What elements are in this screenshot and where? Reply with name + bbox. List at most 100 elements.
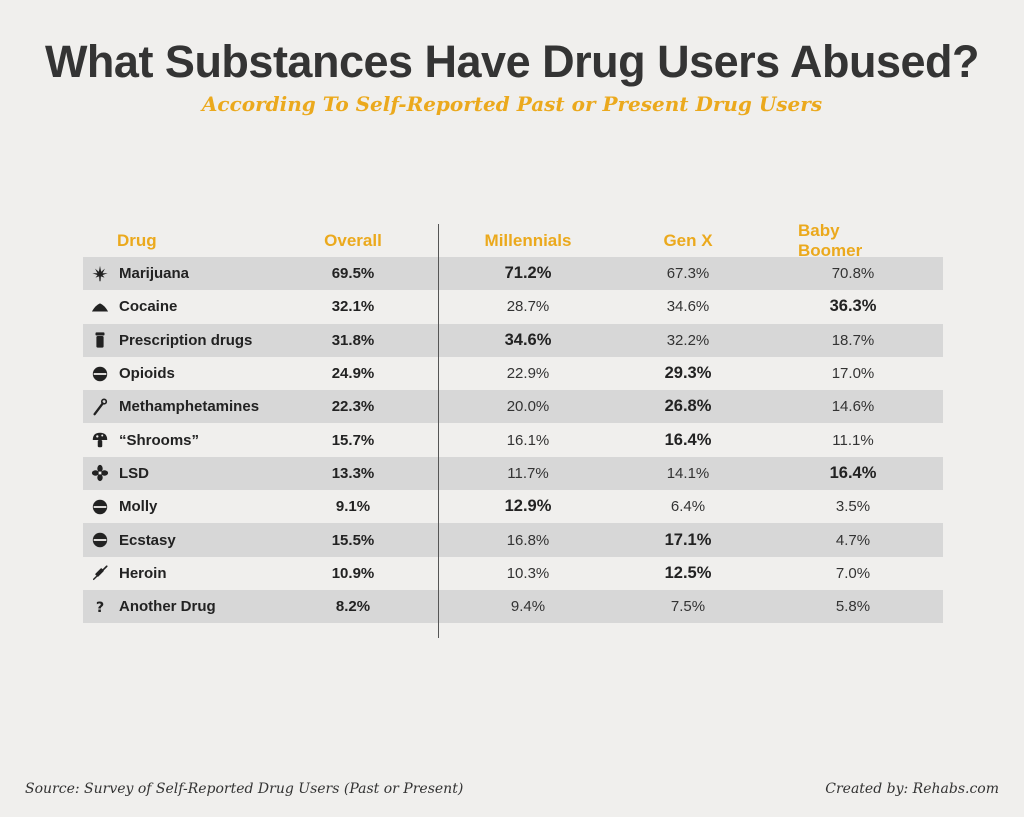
- drug-cell: Molly: [89, 490, 309, 523]
- baby-boomer-value: 3.5%: [835, 498, 871, 516]
- source-note: Source: Survey of Self-Reported Drug Use…: [25, 781, 464, 797]
- table-row: Heroin 10.9% 10.3% 12.5% 7.0%: [83, 557, 943, 590]
- data-table: Drug Overall Millennials Gen X Baby Boom…: [83, 220, 943, 624]
- drug-cell: Prescription drugs: [89, 324, 309, 357]
- page-subtitle: According To Self-Reported Past or Prese…: [201, 92, 823, 116]
- table-row: Opioids 24.9% 22.9% 29.3% 17.0%: [83, 357, 943, 390]
- drug-name: LSD: [119, 464, 149, 482]
- overall-value: 13.3%: [331, 464, 375, 482]
- genx-value: 17.1%: [664, 530, 712, 549]
- drug-name: Prescription drugs: [119, 331, 253, 349]
- header-overall: Overall: [324, 230, 382, 250]
- blotter-icon: [89, 463, 111, 483]
- drug-name: Cocaine: [119, 298, 178, 316]
- drug-name: Heroin: [119, 564, 167, 582]
- table-row: Prescription drugs 31.8% 34.6% 32.2% 18.7%: [83, 323, 943, 357]
- drug-cell: Heroin: [89, 557, 309, 590]
- table-row: LSD 13.3% 11.7% 14.1% 16.4%: [83, 456, 943, 491]
- overall-value: 24.9%: [331, 365, 375, 383]
- drug-name: Methamphetamines: [119, 398, 260, 416]
- table-body: Marijuana 69.5% 71.2% 67.3% 70.8% Cocaine 32.1…: [83, 257, 943, 624]
- pipe-icon: [89, 397, 111, 417]
- syringe-icon: [89, 563, 111, 583]
- table-row: Cocaine 32.1% 28.7% 34.6% 36.3%: [83, 290, 943, 323]
- overall-value: 31.8%: [331, 331, 375, 349]
- baby-boomer-value: 5.8%: [835, 598, 871, 616]
- header-millennials: Millennials: [484, 230, 572, 250]
- genx-value: 12.5%: [664, 563, 712, 582]
- drug-cell: Cocaine: [89, 290, 309, 323]
- baby-boomer-value: 11.1%: [832, 431, 874, 449]
- millennials-value: 12.9%: [504, 497, 552, 516]
- overall-value: 8.2%: [335, 598, 371, 616]
- powder-pile-icon: [89, 297, 111, 317]
- drug-name: Opioids: [119, 365, 175, 383]
- table-row: Marijuana 69.5% 71.2% 67.3% 70.8%: [83, 257, 943, 291]
- millennials-value: 71.2%: [504, 264, 552, 283]
- drug-cell: LSD: [89, 457, 309, 490]
- millennials-value: 20.0%: [506, 398, 550, 416]
- question-icon: ?: [89, 597, 111, 617]
- pill-icon: [89, 497, 111, 517]
- pill-icon: [89, 530, 111, 550]
- genx-value: 6.4%: [670, 498, 706, 516]
- millennials-value: 16.1%: [506, 431, 550, 449]
- drug-cell: Ecstasy: [89, 523, 309, 556]
- header-genx: Gen X: [663, 230, 713, 250]
- overall-value: 15.7%: [331, 431, 375, 449]
- header-drug: Drug: [117, 230, 157, 250]
- millennials-value: 11.7%: [507, 464, 549, 482]
- drug-name: Another Drug: [119, 598, 216, 616]
- baby-boomer-value: 17.0%: [831, 365, 875, 383]
- cannabis-leaf-icon: [89, 264, 111, 284]
- millennials-value: 28.7%: [506, 298, 550, 316]
- table-row: ? Another Drug 8.2% 9.4% 7.5% 5.8%: [83, 589, 943, 624]
- overall-value: 69.5%: [331, 265, 375, 283]
- baby-boomer-value: 7.0%: [835, 564, 871, 582]
- baby-boomer-value: 14.6%: [831, 398, 875, 416]
- column-divider: [438, 224, 439, 638]
- overall-value: 32.1%: [331, 298, 375, 316]
- millennials-value: 10.3%: [506, 564, 550, 582]
- drug-name: Molly: [119, 498, 158, 516]
- drug-name: “Shrooms”: [119, 431, 200, 449]
- pill-bottle-icon: [89, 330, 111, 350]
- baby-boomer-value: 36.3%: [829, 297, 877, 316]
- drug-cell: Marijuana: [89, 257, 309, 290]
- genx-value: 7.5%: [670, 598, 706, 616]
- table-row: Methamphetamines 22.3% 20.0% 26.8% 14.6%: [83, 390, 943, 424]
- millennials-value: 34.6%: [504, 330, 552, 349]
- table-row: Ecstasy 15.5% 16.8% 17.1% 4.7%: [83, 523, 943, 557]
- genx-value: 32.2%: [666, 331, 710, 349]
- genx-value: 34.6%: [666, 298, 710, 316]
- table-header-row: Drug Overall Millennials Gen X Baby Boom…: [83, 220, 943, 260]
- svg-text:?: ?: [96, 600, 104, 616]
- drug-cell: ? Another Drug: [89, 590, 309, 623]
- overall-value: 22.3%: [331, 398, 375, 416]
- drug-name: Marijuana: [119, 265, 190, 283]
- baby-boomer-value: 18.7%: [831, 331, 875, 349]
- mushroom-icon: [89, 430, 111, 450]
- overall-value: 10.9%: [331, 564, 375, 582]
- genx-value: 29.3%: [664, 364, 712, 383]
- page-title: What Substances Have Drug Users Abused?: [44, 36, 980, 87]
- overall-value: 9.1%: [335, 498, 371, 516]
- genx-value: 14.1%: [666, 464, 710, 482]
- table-row: “Shrooms” 15.7% 16.1% 16.4% 11.1%: [83, 423, 943, 456]
- overall-value: 15.5%: [331, 531, 375, 549]
- baby-boomer-value: 16.4%: [829, 463, 877, 482]
- genx-value: 67.3%: [666, 265, 710, 283]
- millennials-value: 9.4%: [510, 598, 546, 616]
- drug-cell: Methamphetamines: [89, 390, 309, 423]
- table-row: Molly 9.1% 12.9% 6.4% 3.5%: [83, 490, 943, 523]
- baby-boomer-value: 4.7%: [835, 531, 871, 549]
- millennials-value: 16.8%: [506, 531, 550, 549]
- genx-value: 16.4%: [664, 430, 712, 449]
- drug-name: Ecstasy: [119, 531, 176, 549]
- drug-cell: “Shrooms”: [89, 423, 309, 456]
- header-baby-boomer: Baby Boomer: [798, 220, 863, 260]
- millennials-value: 22.9%: [506, 365, 550, 383]
- baby-boomer-value: 70.8%: [831, 265, 875, 283]
- genx-value: 26.8%: [664, 397, 712, 416]
- pill-icon: [89, 364, 111, 384]
